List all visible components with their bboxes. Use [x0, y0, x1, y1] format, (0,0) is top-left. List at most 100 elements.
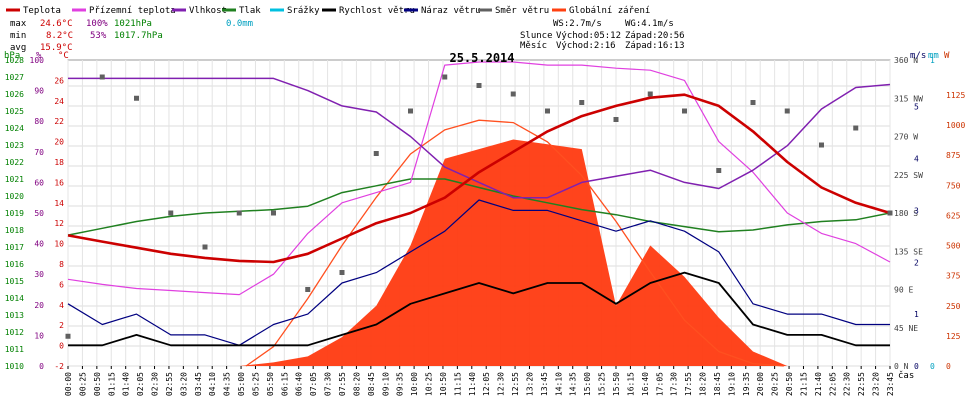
- stats-avg-temp: 15.9°C: [40, 43, 73, 53]
- series-wind-direction-point: [545, 108, 550, 114]
- series-wind-direction-point: [65, 333, 71, 339]
- axis-tick-label-hpa: 1023: [5, 141, 24, 150]
- axis-tick-label-pct: 30: [34, 270, 44, 279]
- axis-tick-label-hpa: 1016: [5, 260, 24, 269]
- x-tick-label: 11:15: [453, 372, 462, 396]
- axis-tick-label-hpa: 1010: [5, 362, 24, 371]
- axis-tick-label-temp: 8: [59, 260, 64, 269]
- x-tick-label: 13:20: [525, 372, 534, 396]
- chart-title: 25.5.2014: [449, 51, 514, 65]
- stats-min-hum: 53%: [90, 31, 107, 41]
- x-tick-label: 05:50: [266, 372, 275, 396]
- x-tick-label: 03:20: [179, 372, 188, 396]
- x-tick-label: 03:45: [194, 372, 203, 396]
- x-tick-label: 23:45: [886, 372, 895, 396]
- axis-tick-label-pct: 40: [34, 240, 44, 249]
- axis-tick-label-temp: 2: [59, 321, 64, 330]
- axis-tick-label-hpa: 1017: [5, 243, 24, 252]
- x-tick-label: 07:30: [324, 372, 333, 396]
- axis-tick-label-dir: 270 W: [894, 133, 918, 142]
- axis-tick-label-temp: 26: [54, 76, 64, 85]
- axis-tick-label-pct: 80: [34, 117, 44, 126]
- series-pressure-line: [67, 178, 891, 236]
- series-wind-speed-line: [68, 271, 890, 347]
- info-block: WS:2.7m/s WG:4.1m/s Slunce Východ:05:12 …: [520, 19, 685, 51]
- x-tick-label: 23:20: [872, 372, 881, 396]
- axis-tick-label-dir: 225 SW: [894, 171, 923, 180]
- axis-tick-label-hpa: 1014: [5, 294, 24, 303]
- axis-tick-label-pct: 100: [30, 56, 45, 65]
- legend-label: Přízemní teplota: [89, 6, 176, 16]
- series-ground-temp-line: [67, 61, 891, 296]
- x-tick-label: 07:55: [338, 372, 347, 396]
- x-axis-label: čas: [898, 370, 914, 381]
- stats-min-press: 1017.7hPa: [114, 31, 163, 41]
- axis-tick-label-wind: 0: [914, 362, 919, 371]
- x-tick-label: 08:20: [352, 372, 361, 396]
- axis-tick-label-pct: 70: [34, 148, 44, 157]
- axis-tick-label-hpa: 1015: [5, 277, 24, 286]
- x-tick-label: 17:05: [655, 372, 664, 396]
- axis-tick-label-hpa: 1021: [5, 175, 24, 184]
- axis-tick-label-temp: 0: [59, 342, 64, 351]
- axis-tick-label-temp: 24: [54, 97, 64, 106]
- series-wind-direction-point: [442, 74, 448, 80]
- info-mesic-label: Měsíc: [520, 41, 547, 51]
- axis-tick-label-hpa: 1026: [5, 90, 24, 99]
- axis-tick-label-rad: 500: [946, 242, 961, 251]
- series-wind-direction-point: [168, 210, 174, 216]
- x-tick-label: 17:30: [670, 372, 679, 396]
- axis-tick-label-rain: 1: [930, 56, 935, 65]
- stats-max-hum: 100%: [86, 19, 108, 29]
- info-ws: WS:2.7m/s: [553, 19, 602, 29]
- unit-wind: m/s: [910, 51, 926, 61]
- series-wind-gust-line: [67, 199, 890, 346]
- axis-tick-label-rad: 750: [946, 181, 961, 190]
- x-tick-label: 04:10: [208, 372, 217, 396]
- series-wind-direction-point: [373, 151, 379, 156]
- unit-rad: W: [944, 51, 950, 61]
- x-tick-label: 12:30: [497, 372, 506, 396]
- x-tick-label: 00:50: [93, 372, 102, 396]
- x-tick-label: 22:05: [828, 372, 837, 396]
- unit-rain: mm: [928, 51, 939, 61]
- series-wind-direction-point: [579, 100, 585, 105]
- x-tick-label: 21:40: [814, 372, 823, 396]
- axis-tick-label-rad: 1000: [946, 121, 965, 130]
- axis-tick-label-hpa: 1028: [5, 56, 24, 65]
- stats-block: max 24.6°C 100% 1021hPa 0.0mm min 8.2°C …: [10, 19, 253, 53]
- series-wind-direction-point: [271, 210, 276, 216]
- x-tick-label: 17:55: [684, 372, 693, 396]
- x-tick-label: 00:25: [78, 372, 87, 396]
- axis-tick-label-pct: 0: [39, 362, 44, 371]
- legend-label: Rychlost větru: [339, 6, 415, 16]
- axis-tick-label-temp: 4: [59, 301, 64, 310]
- stats-avg-label: avg: [10, 43, 26, 53]
- info-mesic-vychod: Východ:2:16: [556, 41, 616, 51]
- series-wind-direction-point: [750, 100, 756, 105]
- stats-max-press: 1021hPa: [114, 19, 152, 29]
- axis-tick-label-temp: 6: [59, 280, 64, 289]
- axis-tick-label-temp: 10: [54, 240, 64, 249]
- axis-tick-label-dir: 90 E: [894, 286, 913, 295]
- info-mesic-zapad: Západ:16:13: [625, 41, 685, 51]
- axis-tick-label-pct: 20: [34, 301, 44, 310]
- x-tick-label: 00:00: [64, 372, 73, 396]
- x-tick-label: 08:45: [367, 372, 376, 396]
- series-wind-direction-point: [510, 91, 516, 97]
- legend-label: Globální záření: [569, 6, 650, 16]
- axis-tick-label-dir: 360 N: [894, 56, 918, 65]
- info-slunce-label: Slunce: [520, 31, 553, 41]
- series-wind-direction-point: [202, 244, 208, 250]
- axis-tick-label-hpa: 1018: [5, 226, 24, 235]
- x-tick-label: 12:55: [511, 372, 520, 396]
- x-tick-label: 07:05: [309, 372, 318, 396]
- info-slunce-vychod: Východ:05:12: [556, 31, 621, 41]
- x-tick-label: 10:50: [439, 372, 448, 396]
- axis-tick-label-rad: 875: [946, 151, 961, 160]
- series-wind-direction-point: [99, 74, 105, 80]
- x-tick-label: 11:40: [468, 372, 477, 396]
- x-tick-label: 19:35: [742, 372, 751, 396]
- axis-tick-label-pct: 50: [34, 209, 44, 218]
